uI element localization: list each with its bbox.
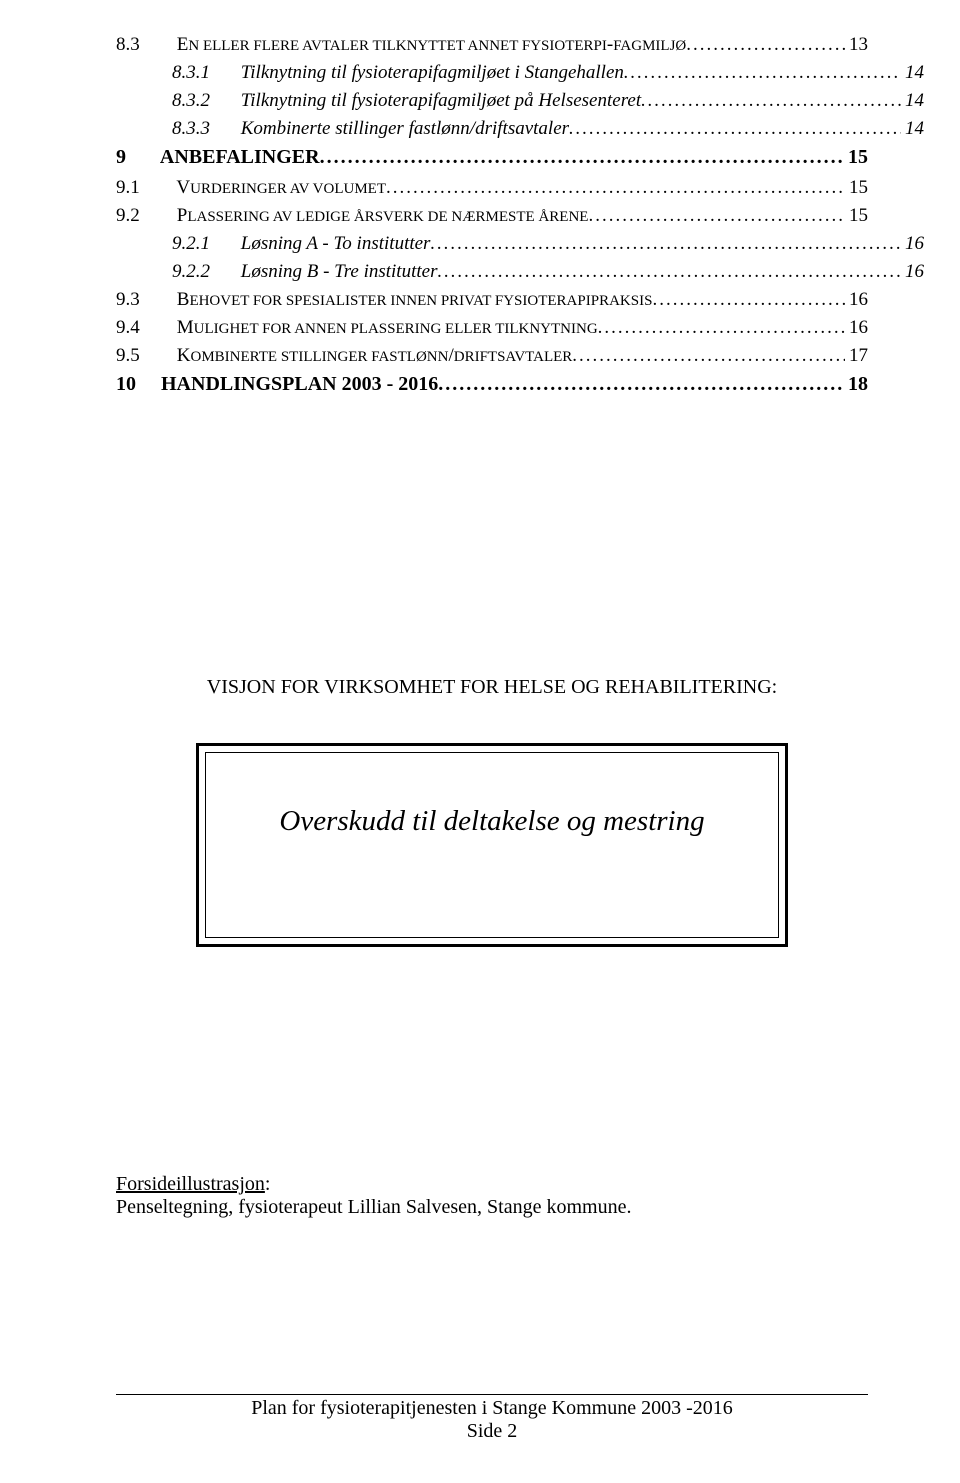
toc-leader [320,146,844,169]
toc-number: 9.5 [116,345,172,367]
vision-text: Overskudd til deltakelse og mestring [279,805,704,838]
toc-leader [624,62,901,84]
toc-leader [438,373,844,396]
toc-leader [598,317,845,339]
toc-title-part: LASSERING AV LEDIGE ÅRSVERK DE NÆRMESTE … [187,209,588,225]
toc-leader [686,34,845,56]
toc-entry-9-4: 9.4 MULIGHET FOR ANNEN PLASSERING ELLER … [116,317,868,339]
footer-line-1: Plan for fysioterapitjenesten i Stange K… [116,1397,868,1420]
toc-title-part: K [177,345,191,366]
toc-title: HANDLINGSPLAN 2003 - 2016 [161,373,438,395]
toc-title-part: URDERINGER AV VOLUMET [190,181,386,197]
toc-page-number: 14 [901,90,924,112]
toc-leader [641,90,901,112]
vision-box: Overskudd til deltakelse og mestring [196,743,788,947]
toc-number: 8.3.2 [172,90,236,112]
vision-caption: VISJON FOR VIRKSOMHET FOR HELSE OG REHAB… [116,676,868,699]
cover-illustration-credit: Forsideillustrasjon: Penseltegning, fysi… [116,1173,868,1219]
toc-title-part: V [176,177,190,198]
toc-number: 8.3.1 [172,62,236,84]
toc-entry-9-3: 9.3 BEHOVET FOR SPESIALISTER INNEN PRIVA… [116,289,868,311]
toc-page-number: 16 [901,233,924,255]
toc-title: Tilknytning til fysioterapifagmiljøet i … [241,62,624,83]
toc-page-number: 14 [901,118,924,140]
toc-page-number: 17 [845,345,868,367]
document-page: 8.3 EN ELLER FLERE AVTALER TILKNYTTET AN… [0,0,960,1483]
toc-title-part: FAGMILJØ [613,38,686,54]
toc-leader [430,233,901,255]
toc-page-number: 13 [845,34,868,56]
toc-leader [652,289,845,311]
toc-title-part: ULIGHET FOR ANNEN PLASSERING ELLER TILKN… [194,321,598,337]
toc-page-number: 15 [845,205,868,227]
toc-title-part: OMBINERTE STILLINGER FASTLØNN [190,349,448,365]
toc-number: 9.4 [116,317,172,339]
toc-entry-8-3-3: 8.3.3 Kombinerte stillinger fastlønn/dri… [172,118,924,140]
footer-line-2: Side 2 [116,1420,868,1443]
toc-page-number: 15 [845,177,868,199]
toc-number: 8.3.3 [172,118,236,140]
toc-leader [386,177,845,199]
toc-entry-9-2-1: 9.2.1 Løsning A - To institutter 16 [172,233,924,255]
table-of-contents: 8.3 EN ELLER FLERE AVTALER TILKNYTTET AN… [116,34,868,396]
toc-number: 9 [116,146,156,169]
toc-leader [572,345,845,367]
toc-entry-9: 9 ANBEFALINGER 15 [116,146,868,169]
toc-page-number: 14 [901,62,924,84]
toc-number: 8.3 [116,34,172,56]
toc-entry-9-2: 9.2 PLASSERING AV LEDIGE ÅRSVERK DE NÆRM… [116,205,868,227]
toc-page-number: 16 [845,317,868,339]
toc-title-part: DRIFTSAVTALER [454,349,573,365]
toc-entry-8-3-2: 8.3.2 Tilknytning til fysioterapifagmilj… [172,90,924,112]
toc-leader [569,118,901,140]
toc-page-number: 15 [844,146,868,169]
toc-title-part: B [177,289,190,310]
page-footer: Plan for fysioterapitjenesten i Stange K… [116,1394,868,1443]
toc-number: 9.2 [116,205,172,227]
toc-number: 10 [116,373,156,396]
toc-entry-9-2-2: 9.2.2 Løsning B - Tre institutter 16 [172,261,924,283]
toc-number: 9.2.2 [172,261,236,283]
toc-title: Løsning A - To institutter [241,233,431,254]
toc-entry-8-3-1: 8.3.1 Tilknytning til fysioterapifagmilj… [172,62,924,84]
toc-entry-9-5: 9.5 KOMBINERTE STILLINGER FASTLØNN/DRIFT… [116,345,868,367]
toc-title-part: N ELLER FLERE AVTALER TILKNYTTET ANNET F… [188,38,607,54]
toc-title: Kombinerte stillinger fastlønn/driftsavt… [241,118,569,139]
toc-title-part: P [177,205,188,226]
illustration-colon: : [265,1173,271,1195]
toc-page-number: 16 [845,289,868,311]
vision-box-inner: Overskudd til deltakelse og mestring [205,752,779,938]
toc-number: 9.2.1 [172,233,236,255]
toc-title: Tilknytning til fysioterapifagmiljøet på… [241,90,641,111]
toc-title-part: E [177,34,189,55]
toc-number: 9.1 [116,177,172,199]
toc-entry-10: 10 HANDLINGSPLAN 2003 - 2016 18 [116,373,868,396]
toc-title: Løsning B - Tre institutter [241,261,438,282]
toc-entry-9-1: 9.1 VURDERINGER AV VOLUMET 15 [116,177,868,199]
toc-title: ANBEFALINGER [160,146,320,168]
toc-page-number: 16 [901,261,924,283]
footer-rule [116,1394,868,1395]
toc-entry-8-3: 8.3 EN ELLER FLERE AVTALER TILKNYTTET AN… [116,34,868,56]
toc-title-part: EHOVET FOR SPESIALISTER INNEN PRIVAT FYS… [189,293,652,309]
toc-number: 9.3 [116,289,172,311]
toc-leader [588,205,845,227]
toc-leader [437,261,901,283]
toc-title-part: M [177,317,194,338]
illustration-description: Penseltegning, fysioterapeut Lillian Sal… [116,1196,631,1218]
toc-page-number: 18 [844,373,868,396]
illustration-label: Forsideillustrasjon [116,1173,265,1195]
